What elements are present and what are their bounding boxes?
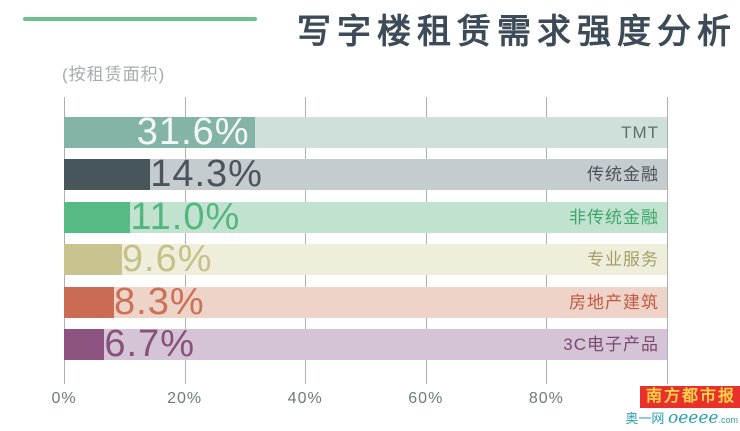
bar-track — [64, 329, 667, 360]
x-axis-tick-label: 40% — [287, 390, 323, 407]
x-axis-tick-label: 80% — [528, 390, 564, 407]
x-axis-tick-label: 20% — [167, 390, 203, 407]
page-title: 写字楼租赁需求强度分析 — [297, 13, 737, 51]
watermark-site-name: 奥一网 — [625, 411, 665, 426]
bar-value-label: 11.0% — [130, 195, 241, 238]
bar-category-label: 非传统金融 — [569, 207, 659, 227]
bar-value-label: 8.3% — [114, 280, 205, 323]
bar-row: 11.0% 非传统金融 — [64, 196, 667, 238]
gridline-40 — [305, 97, 307, 384]
bar-row: 8.3% 房地产建筑 — [64, 281, 667, 323]
bar-row: 9.6% 专业服务 — [64, 238, 667, 280]
bar-fill — [64, 329, 105, 360]
bar-row: 31.6% TMT — [64, 111, 667, 153]
bar-track — [64, 159, 667, 191]
bar-fill — [64, 117, 255, 148]
bar-fill — [64, 201, 131, 233]
bar-value-label: 14.3% — [150, 153, 263, 196]
title-accent-line — [23, 17, 257, 21]
bar-value-label: 31.6% — [136, 111, 250, 153]
bar-row: 6.7% 3C电子产品 — [64, 323, 667, 365]
bar-chart: 0% 20% 40% 60% 80% 31.6% TMT 14.3% 传统金融 11.0% 非传统金… — [51, 97, 668, 407]
watermark-logo: 南方都市报 — [639, 386, 740, 408]
watermark-site-brand: oeeee — [668, 408, 719, 428]
x-axis-tick-label: 60% — [408, 390, 444, 407]
bar-category-label: TMT — [621, 123, 659, 142]
bar-fill — [64, 159, 151, 191]
bar-value-label: 9.6% — [121, 238, 213, 281]
bar-category-label: 专业服务 — [587, 250, 659, 270]
watermark-site-domain: .com — [718, 415, 738, 425]
bar-category-label: 传统金融 — [587, 165, 659, 185]
gridline-60 — [425, 97, 427, 384]
bar-value-label: 6.7% — [104, 323, 196, 365]
bar-row: 14.3% 传统金融 — [64, 153, 667, 195]
bar-category-label: 房地产建筑 — [569, 292, 659, 312]
bar-track — [64, 201, 667, 233]
gridline-20 — [184, 97, 186, 384]
x-axis-tick-label: 0% — [51, 390, 77, 407]
bar-fill — [64, 286, 115, 318]
bar-fill — [64, 244, 122, 276]
gridline-100 — [667, 97, 668, 384]
chart-subtitle: (按租赁面积) — [62, 65, 166, 84]
gridline-80 — [546, 97, 548, 384]
bar-track — [64, 244, 667, 276]
bar-category-label: 3C电子产品 — [563, 335, 659, 354]
watermark-site: 奥一网 oeeee.com — [625, 410, 740, 427]
watermark: 南方都市报 奥一网 oeeee.com — [625, 386, 740, 427]
gridline-0 — [64, 97, 65, 384]
bar-track — [64, 286, 667, 318]
